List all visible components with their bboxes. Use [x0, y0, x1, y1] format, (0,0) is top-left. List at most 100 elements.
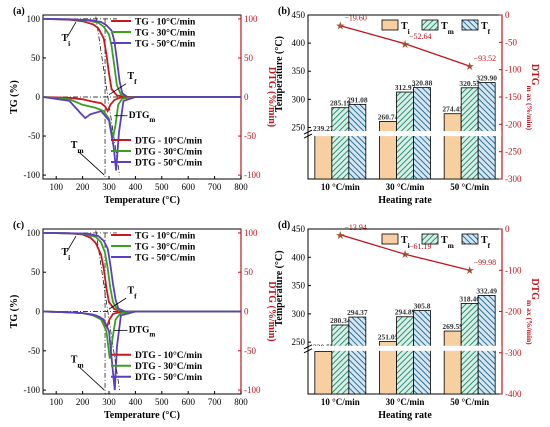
y-axis-label: TG (%) [9, 295, 20, 329]
dtgmax-value-label: −52.64 [409, 32, 432, 41]
x-tick-label: 800 [234, 397, 248, 407]
dtgmax-value-label: −99.98 [474, 258, 497, 267]
y-right-tick-label: 100 [244, 14, 258, 24]
x-tick-label: 500 [155, 397, 169, 407]
bar [413, 310, 431, 395]
bar-value-label: 239.27 [313, 124, 334, 133]
x-category-label: 30 °C/min [386, 182, 425, 192]
bar-value-label: 274.45 [442, 105, 463, 114]
axis-break-mark [303, 129, 313, 135]
y-tick-label: 100 [27, 228, 41, 238]
series-line [42, 96, 241, 114]
x-axis-label: Heating rate [378, 410, 432, 421]
bar-value-label: 318.46 [459, 294, 480, 303]
annotation-dtgmax: DTGm [129, 111, 156, 124]
y-right-tick-label: -50 [505, 37, 517, 47]
y-right-tick-label: -50 [244, 346, 256, 356]
legend-label: DTG - 10°C/min [135, 350, 203, 361]
dtgmax-marker: ★ [465, 265, 475, 277]
annotation-tm: Tm [71, 355, 85, 370]
y-right-tick-label: -100 [505, 65, 522, 75]
annotation-ti: Ti [61, 33, 70, 48]
y-tick-label: 450 [292, 10, 306, 20]
series-line [42, 310, 241, 391]
bar-value-label: 329.90 [476, 74, 497, 83]
y-tick-label: -50 [28, 346, 40, 356]
x-category-label: 10 °C/min [321, 182, 360, 192]
panel-b: 250 300 350 400 450 0 -50 -100 -150 -200 -250 -300 1… [274, 6, 540, 206]
bar [443, 113, 462, 180]
x-tick-label: 500 [155, 182, 169, 192]
bar-value-label: 280.34 [330, 316, 351, 325]
legend-label: DTG - 50°C/min [135, 372, 203, 383]
y-right-tick-label: -50 [244, 131, 256, 141]
dtgmax-marker: ★ [400, 249, 410, 261]
x-axis-label: Heating rate [378, 195, 432, 206]
panel-label: (a) [13, 6, 25, 17]
y-tick-label: 0 [36, 92, 41, 102]
guide-line [95, 16, 120, 176]
dtgmax-line [340, 25, 470, 67]
y-tick-label: 300 [292, 94, 306, 104]
x-tick-label: 600 [181, 182, 195, 192]
y-right-tick-label: 0 [244, 307, 249, 317]
panel-label: (b) [278, 6, 290, 17]
bar-value-label: 294.37 [347, 308, 368, 317]
x-category-label: 30 °C/min [386, 397, 425, 407]
y-right-axis-label: DTG (%/min) [266, 67, 277, 127]
annotation-arrow [66, 21, 77, 38]
annotation-ti: Ti [61, 247, 70, 262]
bar [443, 330, 462, 395]
bar-value-label: 294.89 [395, 308, 416, 317]
x-category-label: 50 °C/min [450, 397, 489, 407]
y-right-tick-label: -150 [505, 92, 522, 102]
legend-label: Tm [441, 21, 455, 36]
dtgmax-marker: ★ [465, 61, 475, 73]
bar-value-label: 320.88 [412, 79, 433, 88]
x-tick-label: 400 [129, 182, 143, 192]
annotation-arrow [78, 366, 105, 391]
annotation-arrow [108, 297, 127, 310]
bar-value-label: 320.55 [459, 79, 480, 88]
y-right-tick-label: -300 [505, 348, 522, 358]
legend-swatch [421, 19, 439, 31]
y-right-axis-label: DTGm ax (%/min) [526, 278, 541, 345]
y-right-axis-label: DTGm ax (%/min) [526, 64, 541, 131]
axis-break-band [308, 345, 502, 351]
bar [348, 103, 367, 180]
y-right-axis-label: DTG (%/min) [266, 281, 277, 341]
y-right-tick-label: -300 [505, 174, 522, 184]
bar-value-label: 305.8 [414, 302, 431, 311]
x-category-label: 50 °C/min [450, 182, 489, 192]
bar [477, 295, 496, 395]
legend-label: TG - 30°C/min [135, 28, 196, 39]
y-tick-label: 350 [292, 281, 306, 291]
bar [477, 82, 496, 180]
bar-value-label: 312.97 [395, 83, 416, 92]
series-line [42, 96, 241, 171]
dtgmax-value-label: −93.52 [474, 54, 497, 63]
legend-label: DTG - 50°C/min [135, 157, 203, 168]
y-tick-label: 50 [31, 267, 41, 277]
legend-swatch [421, 233, 439, 245]
bar-value-label: 332.49 [476, 286, 497, 295]
y-tick-label: 400 [292, 38, 306, 48]
y-axis-label: Temperature (°C) [274, 36, 285, 112]
y-right-tick-label: 50 [244, 53, 254, 63]
y-right-tick-label: 0 [244, 92, 249, 102]
panel-c: 100 200 300 400 500 600 700 800-100-50050100-10… [9, 220, 277, 421]
y-right-tick-label: 100 [244, 228, 258, 238]
x-tick-label: 700 [208, 397, 222, 407]
y-tick-label: 400 [292, 252, 306, 262]
y-right-tick-label: 50 [244, 267, 254, 277]
axis-break-band [308, 131, 502, 137]
panel-label: (c) [13, 220, 24, 231]
x-axis-label: Temperature (°C) [104, 195, 180, 206]
legend-label: DTG - 10°C/min [135, 135, 203, 146]
dtgmax-marker: ★ [335, 230, 345, 242]
x-tick-label: 200 [76, 397, 90, 407]
bar [396, 316, 414, 395]
y-tick-label: 0 [36, 307, 41, 317]
legend-label: TG - 50°C/min [135, 39, 196, 50]
legend-swatch [381, 19, 399, 31]
